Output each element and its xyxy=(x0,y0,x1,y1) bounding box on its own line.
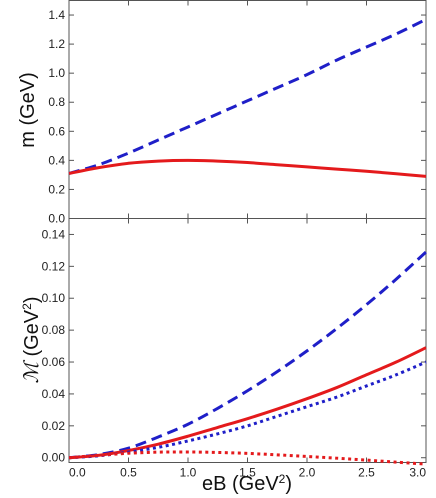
y-tick-label: 0.08 xyxy=(42,323,66,337)
series-line-dotted-2 xyxy=(68,360,427,460)
magnetization-y-axis-label: ℳ (GeV2) xyxy=(19,297,43,384)
mass-y-axis-label: m (GeV) xyxy=(17,72,39,148)
series-line-solid-1 xyxy=(68,346,427,460)
y-tick-label: 0.8 xyxy=(48,95,65,109)
x-tick-label: 2.5 xyxy=(358,466,375,480)
y-tick-label: 0.10 xyxy=(42,291,66,305)
y-tick-label: 0.2 xyxy=(48,182,65,196)
series-line-dotted-3 xyxy=(68,450,427,466)
y-tick-label: 0.0 xyxy=(48,212,65,226)
x-tick-label: 0.0 xyxy=(69,466,86,480)
mass-series xyxy=(68,18,427,178)
mass-panel: 0.0 0.2 0.4 0.6 0.8 1.0 1.2 1.4 m (GeV) xyxy=(17,0,427,226)
y-tick-label: 0.06 xyxy=(42,355,66,369)
magnetization-ticks: 0.00 0.02 0.04 0.06 0.08 0.10 0.12 0.14 0.0 0.5 1.… xyxy=(42,218,427,480)
magnetization-panel: 0.00 0.02 0.04 0.06 0.08 0.10 0.12 0.14 0.0 0.5 1.… xyxy=(19,218,428,495)
y-tick-label: 0.00 xyxy=(42,451,66,465)
y-tick-label: 0.6 xyxy=(48,124,65,138)
y-tick-label: 1.4 xyxy=(48,8,65,22)
series-line-dashed-0 xyxy=(68,250,428,460)
y-tick-label: 0.04 xyxy=(42,387,66,401)
series-line-dashed-0 xyxy=(68,18,427,175)
mass-plot-frame xyxy=(68,0,427,219)
y-tick-label: 0.02 xyxy=(42,419,66,433)
y-tick-label: 0.12 xyxy=(42,259,66,273)
x-tick-label: 2.0 xyxy=(299,466,316,480)
x-tick-label: 3.0 xyxy=(409,466,426,480)
mass-y-ticks: 0.0 0.2 0.4 0.6 0.8 1.0 1.2 1.4 xyxy=(48,0,427,226)
y-tick-label: 1.2 xyxy=(48,37,65,51)
x-tick-label: 1.5 xyxy=(239,466,256,480)
x-axis-label: eB (GeV2) xyxy=(202,472,292,495)
magnetization-plot-frame xyxy=(68,218,427,463)
series-line-solid-1 xyxy=(68,158,427,178)
x-tick-label: 1.0 xyxy=(180,466,197,480)
y-tick-label: 0.4 xyxy=(48,153,65,167)
x-tick-label: 0.5 xyxy=(120,466,137,480)
magnetization-series xyxy=(68,250,428,466)
y-tick-label: 1.0 xyxy=(48,66,65,80)
y-tick-label: 0.14 xyxy=(42,227,66,241)
